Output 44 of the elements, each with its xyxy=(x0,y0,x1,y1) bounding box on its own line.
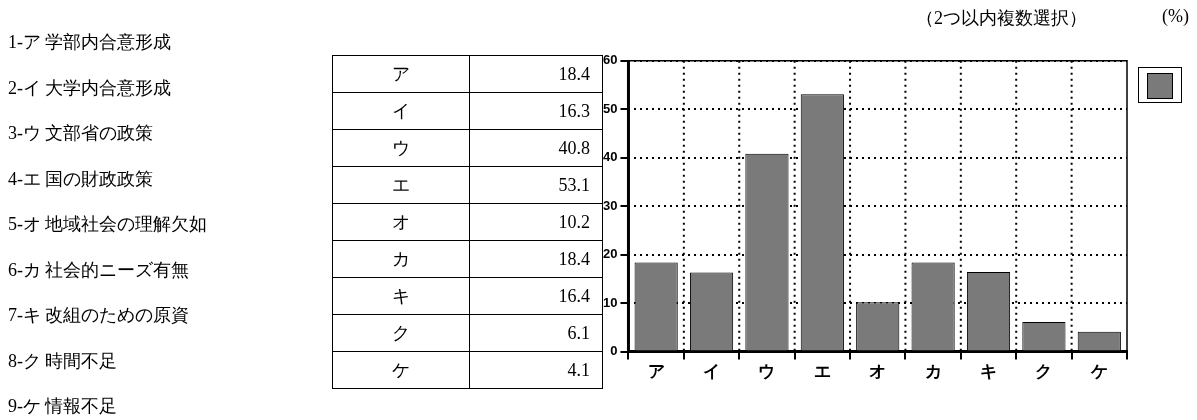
text: 1-ア 学部内合意形成 xyxy=(8,31,172,54)
text: キ xyxy=(332,277,470,315)
x-tick-label: エ xyxy=(813,362,831,382)
x-tick-label: イ xyxy=(703,362,721,382)
y-tick-label: 10 xyxy=(602,294,618,310)
text: 10.2 xyxy=(469,203,603,241)
x-tick-label: カ xyxy=(924,362,942,382)
text: 8-ク 時間不足 xyxy=(8,349,118,373)
x-tick-label: オ xyxy=(869,362,887,382)
x-tick-label: ウ xyxy=(758,362,776,382)
text: 7-キ 改組のための原資 xyxy=(8,304,190,327)
y-tick-label: 30 xyxy=(602,197,618,213)
x-tick-label: ケ xyxy=(1089,362,1108,382)
text: 6.1 xyxy=(469,314,603,352)
y-tick-label: 40 xyxy=(602,149,618,165)
text: 3-ウ 文部省の政策 xyxy=(8,122,154,145)
text: 9-ケ 情報不足 xyxy=(8,395,118,418)
text: ア xyxy=(332,55,470,93)
text: 40.8 xyxy=(469,129,603,167)
text: 53.1 xyxy=(469,166,603,204)
text: 4-エ 国の財政政策 xyxy=(8,167,154,191)
text: エ xyxy=(332,166,470,204)
text: （2つ以内複数選択） xyxy=(916,7,1087,30)
text: 16.3 xyxy=(469,92,603,130)
text: 16.4 xyxy=(469,277,603,315)
text: ク xyxy=(332,314,470,352)
text: 18.4 xyxy=(469,240,603,278)
text: 6-カ 社会的ニーズ有無 xyxy=(8,258,190,282)
text: (%) xyxy=(1162,6,1189,27)
y-tick-label: 0 xyxy=(610,343,618,359)
x-tick-label: キ xyxy=(980,362,998,382)
text: カ xyxy=(332,240,470,278)
text: 5-オ 地域社会の理解欠如 xyxy=(8,213,208,236)
text: 2-イ 大学内合意形成 xyxy=(8,76,172,100)
text: オ xyxy=(332,203,470,241)
y-tick-label: 50 xyxy=(602,100,618,116)
text: 18.4 xyxy=(469,55,603,93)
text: 4.1 xyxy=(469,351,603,389)
text: イ xyxy=(332,92,470,130)
y-tick-label: 60 xyxy=(602,52,618,68)
x-tick-label: ア xyxy=(647,362,665,382)
text: ウ xyxy=(332,129,470,167)
x-tick-label: ク xyxy=(1035,362,1053,382)
y-tick-label: 20 xyxy=(602,246,618,262)
